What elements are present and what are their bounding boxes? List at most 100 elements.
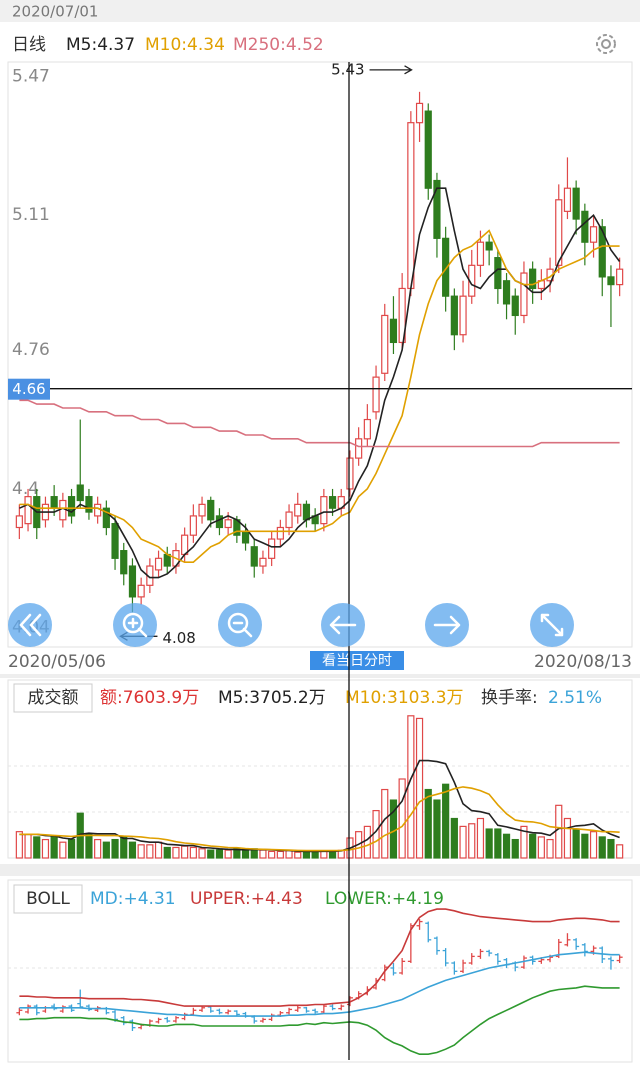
candle-body bbox=[154, 557, 163, 571]
first-button[interactable] bbox=[8, 603, 52, 647]
volume-bar bbox=[363, 825, 371, 859]
candle-body bbox=[572, 187, 580, 220]
main-frame bbox=[7, 61, 633, 648]
volume-title: 成交额 bbox=[28, 688, 79, 708]
candle-body bbox=[450, 295, 458, 336]
crosshair-value: 4.66 bbox=[12, 380, 45, 398]
volume-bar bbox=[163, 846, 171, 859]
volume-bar bbox=[172, 846, 180, 859]
volume-bar bbox=[294, 851, 302, 859]
volume-bar bbox=[511, 838, 519, 859]
volume-bar bbox=[476, 817, 485, 859]
volume-bar bbox=[581, 833, 589, 859]
candle-body bbox=[198, 503, 206, 517]
candle-body bbox=[398, 287, 406, 344]
candle-body bbox=[320, 496, 328, 525]
volume-bar bbox=[616, 844, 624, 859]
boll-title-box[interactable] bbox=[13, 884, 83, 914]
volume-bar bbox=[442, 783, 450, 859]
volume-title-box[interactable] bbox=[13, 683, 93, 713]
volume-bar bbox=[233, 848, 241, 859]
next-button[interactable] bbox=[425, 603, 469, 647]
candle-body bbox=[85, 496, 93, 513]
volume-bar bbox=[215, 849, 224, 859]
volume-bar bbox=[154, 841, 163, 859]
legend-upper: UPPER:+4.43 bbox=[190, 889, 303, 909]
intraday-button[interactable] bbox=[310, 651, 404, 670]
candle-body bbox=[563, 187, 572, 212]
volume-bar bbox=[94, 838, 102, 859]
legend-m250: M250:4.52 bbox=[233, 35, 324, 55]
candle-body bbox=[67, 496, 76, 517]
candle-body bbox=[128, 565, 137, 598]
period[interactable]: 日线 bbox=[12, 35, 46, 55]
prev-button[interactable] bbox=[321, 603, 365, 647]
legend-vm5: M5:3705.2万 bbox=[218, 688, 326, 708]
volume-bar bbox=[120, 836, 128, 859]
legend-md: MD:+4.31 bbox=[90, 889, 176, 909]
volume-bar bbox=[24, 833, 32, 859]
turnover-label: 换手率: bbox=[481, 688, 538, 708]
candle-body bbox=[589, 226, 598, 243]
volume-bar bbox=[137, 844, 145, 859]
candle-body bbox=[415, 102, 424, 124]
crosshair-date: 2020/07/01 bbox=[12, 3, 98, 21]
volume-bar bbox=[59, 841, 67, 859]
x-start-label: 2020/05/06 bbox=[8, 652, 106, 672]
volume-bar bbox=[459, 825, 467, 859]
turnover-value: 2.51% bbox=[548, 688, 602, 708]
candle-body bbox=[302, 503, 311, 521]
volume-bar bbox=[598, 836, 606, 859]
volume-bar bbox=[607, 838, 615, 859]
candle-body bbox=[459, 295, 467, 336]
candle-body bbox=[381, 314, 389, 374]
legend-m5: M5:4.37 bbox=[66, 35, 135, 55]
legend-lower: LOWER:+4.19 bbox=[325, 889, 444, 909]
volume-bar bbox=[546, 838, 554, 859]
volume-bar bbox=[555, 804, 563, 859]
volume-bar bbox=[189, 846, 197, 859]
volume-bar bbox=[41, 838, 50, 859]
y-tick-label: 5.47 bbox=[12, 66, 50, 86]
indicator-line bbox=[19, 951, 620, 1017]
candle-body bbox=[529, 268, 537, 290]
volume-bar bbox=[181, 845, 189, 859]
volume-bar bbox=[128, 841, 137, 859]
candle-body bbox=[355, 438, 363, 459]
zoom-out-button[interactable] bbox=[218, 603, 262, 647]
candle-body bbox=[389, 318, 398, 344]
volume-bar bbox=[198, 848, 206, 859]
candle-body bbox=[215, 515, 224, 529]
candle-body bbox=[485, 241, 493, 251]
candle-body bbox=[120, 550, 128, 575]
volume-bar bbox=[302, 850, 311, 859]
volume-bar bbox=[285, 850, 293, 859]
zoom-in-button[interactable] bbox=[113, 603, 157, 647]
separator bbox=[0, 674, 640, 678]
candle-body bbox=[15, 515, 23, 529]
candle-body bbox=[581, 210, 589, 243]
candle-body bbox=[285, 511, 293, 529]
volume-bar bbox=[33, 836, 41, 859]
intraday-button-label: 看当日分时 bbox=[322, 653, 392, 669]
toolbar bbox=[8, 603, 574, 647]
indicator-line bbox=[19, 399, 620, 448]
volume-bar bbox=[485, 828, 493, 859]
volume-bar bbox=[407, 715, 415, 859]
candle-body bbox=[102, 507, 110, 529]
volume-bar bbox=[224, 849, 232, 859]
candle-body bbox=[598, 226, 606, 278]
candle-body bbox=[494, 257, 502, 290]
candle-body bbox=[94, 503, 102, 517]
indicator-line bbox=[19, 908, 620, 1007]
volume-bar bbox=[502, 833, 511, 859]
y-tick-label: 4.4 bbox=[12, 479, 39, 499]
legend-vm10: M10:3103.3万 bbox=[345, 688, 464, 708]
candle-body bbox=[372, 376, 380, 413]
volume-bar bbox=[433, 799, 441, 859]
fullscreen-button[interactable] bbox=[530, 603, 574, 647]
candle-body bbox=[250, 546, 258, 567]
settings-icon[interactable] bbox=[596, 34, 616, 54]
